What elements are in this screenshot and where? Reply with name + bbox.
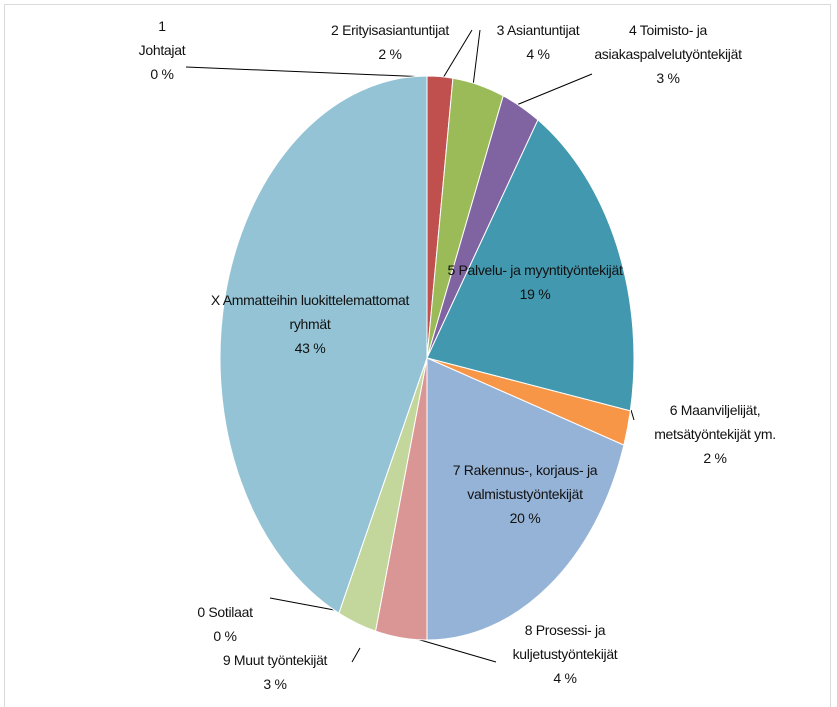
category-label: X Ammatteihin luokittelemattomat ryhmät xyxy=(210,292,410,332)
value-label: 2 % xyxy=(378,46,402,62)
value-label: 2 % xyxy=(703,450,727,466)
value-label: 3 % xyxy=(263,676,287,692)
value-label: 3 % xyxy=(656,70,680,86)
value-label: 4 % xyxy=(526,46,550,62)
leader-line xyxy=(472,29,481,87)
data-label: 5 Palvelu- ja myyntityöntekijät 19 % xyxy=(440,258,630,306)
value-label: 0 % xyxy=(150,66,174,82)
leader-line xyxy=(269,597,346,613)
value-label: 43 % xyxy=(294,340,326,356)
data-label: 2 Erityisasiantuntijat 2 % xyxy=(300,18,480,66)
category-label: 5 Palvelu- ja myyntityöntekijät xyxy=(447,262,623,278)
category-label: 4 Toimisto- ja asiakaspalvelutyöntekijät xyxy=(594,22,742,62)
data-label: 4 Toimisto- ja asiakaspalvelutyöntekijät… xyxy=(588,18,748,90)
leader-line xyxy=(442,29,473,79)
pie-slice xyxy=(219,75,428,614)
category-label: 6 Maanviljelijät, metsätyöntekijät ym. xyxy=(654,402,776,442)
data-label: 6 Maanviljelijät, metsätyöntekijät ym. 2 … xyxy=(630,398,800,470)
value-label: 19 % xyxy=(519,286,551,302)
data-label: 1 Johtajat 0 % xyxy=(137,14,187,86)
pie-slice xyxy=(426,119,635,412)
category-label: 3 Asiantuntijat xyxy=(496,22,580,38)
value-label: 20 % xyxy=(509,510,541,526)
category-label: 0 Sotilaat xyxy=(197,604,253,620)
value-label: 4 % xyxy=(553,670,577,686)
category-label: 1 Johtajat xyxy=(138,18,186,58)
data-label: 0 Sotilaat 0 % xyxy=(170,600,280,648)
data-label: 3 Asiantuntijat 4 % xyxy=(478,18,598,66)
category-label: 7 Rakennus-, korjaus- ja valmistustyönte… xyxy=(452,462,598,502)
category-label: 9 Muut työntekijät xyxy=(222,652,328,668)
category-label: 2 Erityisasiantuntijat xyxy=(331,22,449,38)
chart-border xyxy=(4,4,831,707)
data-label: 7 Rakennus-, korjaus- ja valmistustyönte… xyxy=(415,458,635,530)
pie-slice xyxy=(426,357,625,641)
data-label: 8 Prosessi- ja kuljetustyöntekijät 4 % xyxy=(490,618,640,690)
leader-line xyxy=(409,636,497,663)
value-label: 0 % xyxy=(213,628,237,644)
data-label: X Ammatteihin luokittelemattomat ryhmät 4… xyxy=(205,288,415,360)
leader-line xyxy=(630,409,635,421)
leader-line xyxy=(185,66,429,78)
data-label: 9 Muut työntekijät 3 % xyxy=(190,648,360,696)
leader-lines xyxy=(185,29,635,663)
leader-line xyxy=(513,73,593,107)
category-label: 8 Prosessi- ja kuljetustyöntekijät xyxy=(512,622,618,662)
leader-line xyxy=(351,647,361,663)
